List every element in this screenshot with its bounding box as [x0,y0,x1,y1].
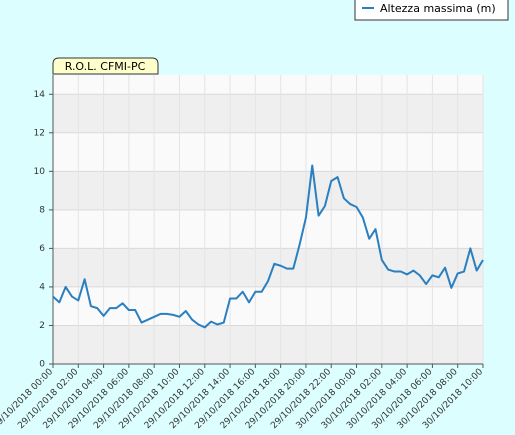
bands [53,94,483,364]
chart-title: R.O.L. CFMI-PC [65,60,146,73]
y-tick-label: 14 [34,90,46,100]
y-tick-label: 0 [39,360,45,370]
title-tab [52,57,159,75]
y-tick-label: 2 [39,321,45,331]
band [53,325,483,364]
y-tick-label: 6 [39,244,45,254]
legend-label: Altezza massima (m) [380,2,496,15]
band [53,94,483,133]
y-tick-label: 8 [39,205,45,215]
y-tick-label: 4 [39,282,45,292]
band [53,171,483,210]
y-tick-label: 10 [34,167,46,177]
legend-box [354,0,509,21]
y-tick-label: 12 [34,128,45,138]
data-line [52,164,484,329]
